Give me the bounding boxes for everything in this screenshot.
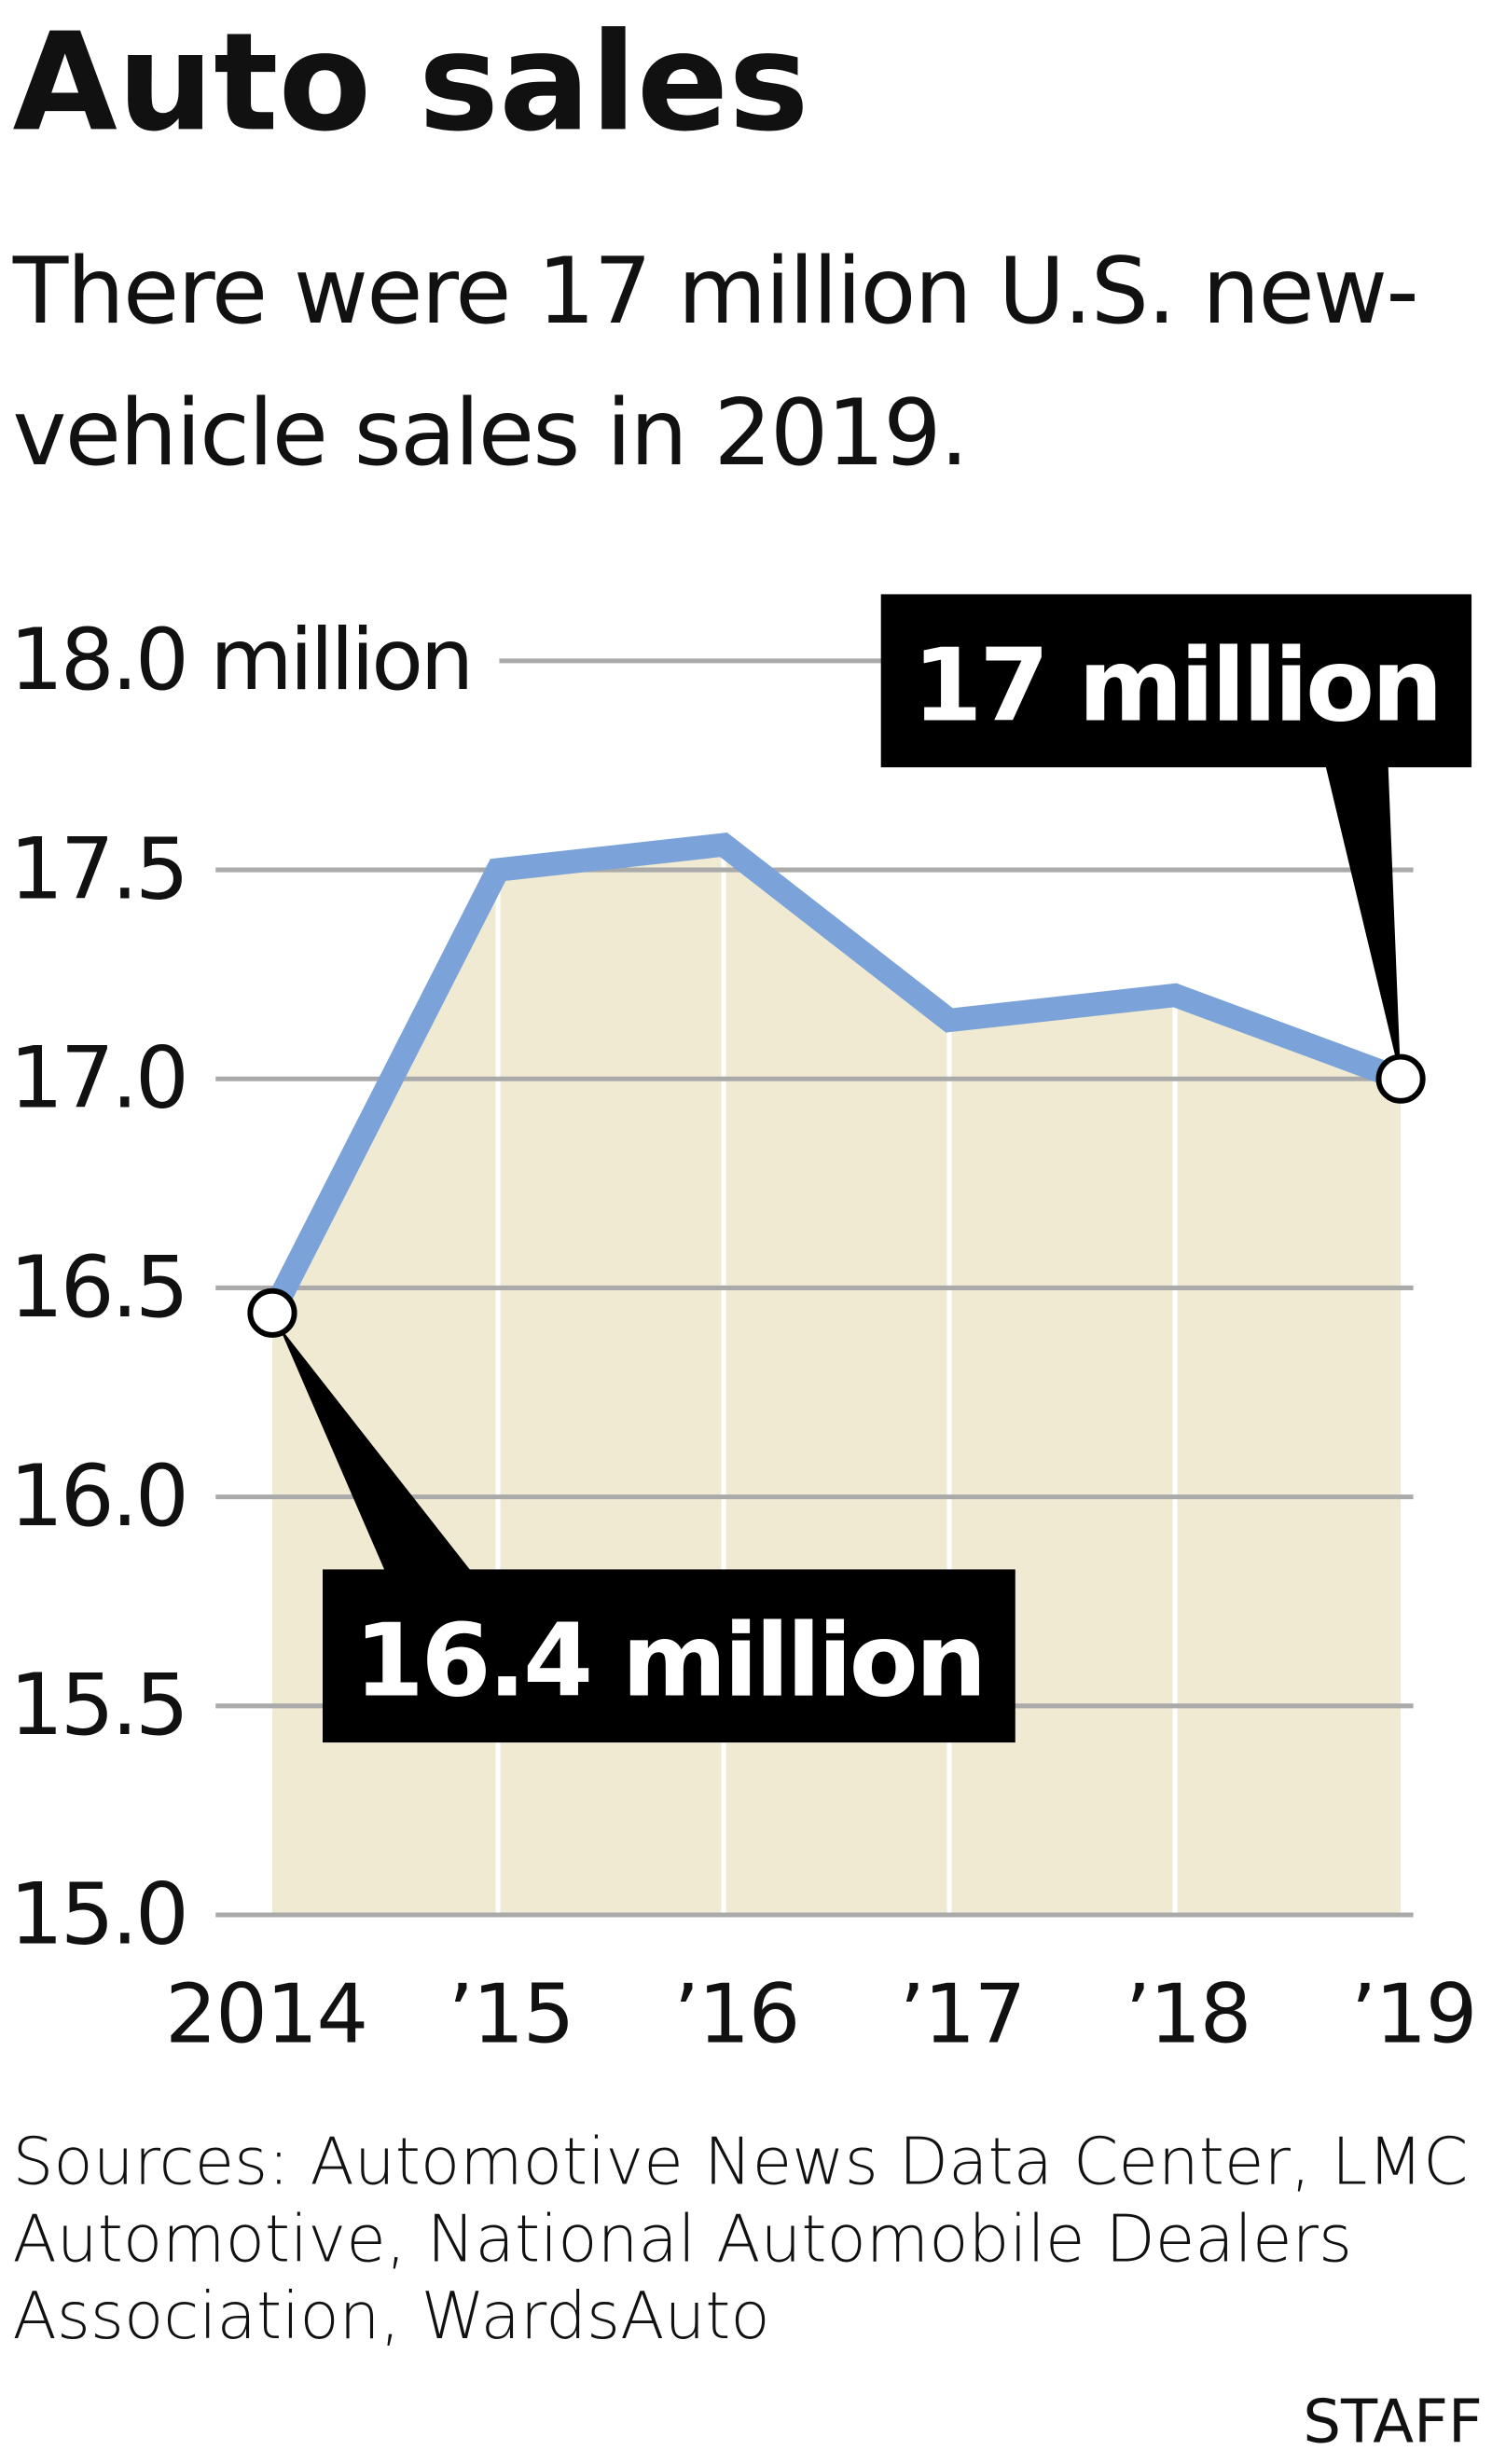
callout-box bbox=[880, 594, 1472, 768]
callout: 17 million bbox=[880, 594, 1472, 1080]
plot: 15.0 15.5 16.0 16.5 17.0 17.5 18.0 million 2014… bbox=[9, 594, 1478, 2062]
y-tick-label: 15.5 bbox=[9, 1656, 186, 1755]
x-tick-label: ’15 bbox=[448, 1967, 573, 2062]
y-tick-label: 17.0 bbox=[9, 1029, 186, 1128]
y-tick-label: 18.0 million bbox=[9, 611, 471, 709]
chart-title: Auto sales bbox=[13, 4, 809, 161]
callout-box bbox=[322, 1569, 1015, 1743]
y-tick-label: 16.5 bbox=[9, 1238, 186, 1337]
point bbox=[247, 1287, 297, 1338]
y-tick-label: 15.0 bbox=[9, 1865, 186, 1963]
chart-subtitle: There were 17 million U.S. new-vehicle s… bbox=[12, 237, 1419, 487]
x-tick-label: ’18 bbox=[1125, 1967, 1250, 2062]
y-tick-label: 17.5 bbox=[9, 819, 186, 918]
source-box: Sources: Automotive News Data Center, LM… bbox=[12, 2124, 1469, 2354]
x-tick-label: 2014 bbox=[165, 1967, 367, 2062]
subtitle-box: There were 17 million U.S. new-vehicle s… bbox=[12, 237, 1419, 487]
credit: STAFF bbox=[1303, 2387, 1483, 2457]
callout-pointer bbox=[278, 1325, 473, 1573]
value-label: 17 million bbox=[912, 627, 1440, 744]
x-tick-label: ’16 bbox=[673, 1967, 799, 2062]
x-tick-label: ’17 bbox=[899, 1967, 1025, 2062]
source-note: Sources: Automotive News Data Center, LM… bbox=[12, 2124, 1469, 2354]
value-label: 16.4 million bbox=[354, 1603, 984, 1719]
point bbox=[1375, 1053, 1426, 1104]
callout-pointer bbox=[1325, 764, 1402, 1080]
y-tick-label: 16.0 bbox=[9, 1447, 186, 1546]
callout: 16.4 million bbox=[278, 1325, 1015, 1743]
line bbox=[261, 832, 1405, 1319]
x-tick-label: ’19 bbox=[1350, 1967, 1476, 2062]
